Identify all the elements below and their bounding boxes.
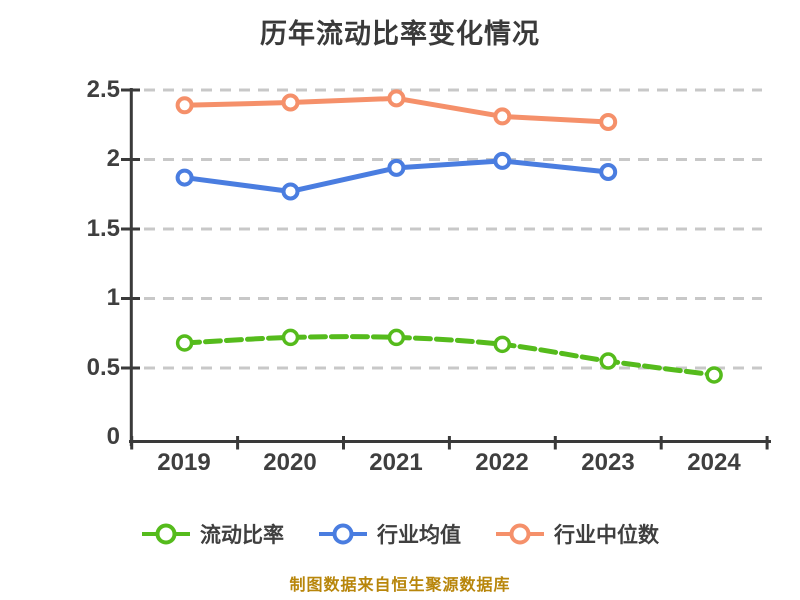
y-tick-label-0_5: 0.5 <box>86 354 120 381</box>
legend-item-industry-median: 行业中位数 <box>495 519 659 549</box>
y-tick-label-1_5: 1.5 <box>86 215 120 242</box>
data-source-caption: 制图数据来自恒生聚源数据库 <box>289 577 511 594</box>
x-tick-label-2024: 2024 <box>687 449 741 476</box>
x-tick-label-2021: 2021 <box>369 449 423 476</box>
legend-label-industry-mean: 行业均值 <box>377 524 461 547</box>
chart-title: 历年流动比率变化情况 <box>260 19 540 49</box>
legend-marker-industry-median-icon <box>496 523 544 545</box>
legend-marker-industry-mean-icon <box>319 523 367 545</box>
legend-item-industry-mean: 行业均值 <box>318 519 461 549</box>
chart-legend: 流动比率 行业均值 行业中位数 <box>0 519 800 549</box>
y-tick-label-0: 0 <box>106 423 120 450</box>
y-tick-label-2_5: 2.5 <box>86 76 120 103</box>
legend-item-current-ratio: 流动比率 <box>141 519 284 549</box>
x-tick-label-2019: 2019 <box>157 449 211 476</box>
legend-label-industry-median: 行业中位数 <box>554 524 659 547</box>
legend-marker-current-ratio-icon <box>142 523 190 545</box>
y-tick-label-2: 2 <box>106 145 120 172</box>
x-tick-label-2020: 2020 <box>263 449 317 476</box>
x-tick-label-2023: 2023 <box>581 449 635 476</box>
x-tick-label-2022: 2022 <box>475 449 529 476</box>
legend-label-current-ratio: 流动比率 <box>200 524 284 547</box>
y-tick-label-1: 1 <box>106 284 120 311</box>
